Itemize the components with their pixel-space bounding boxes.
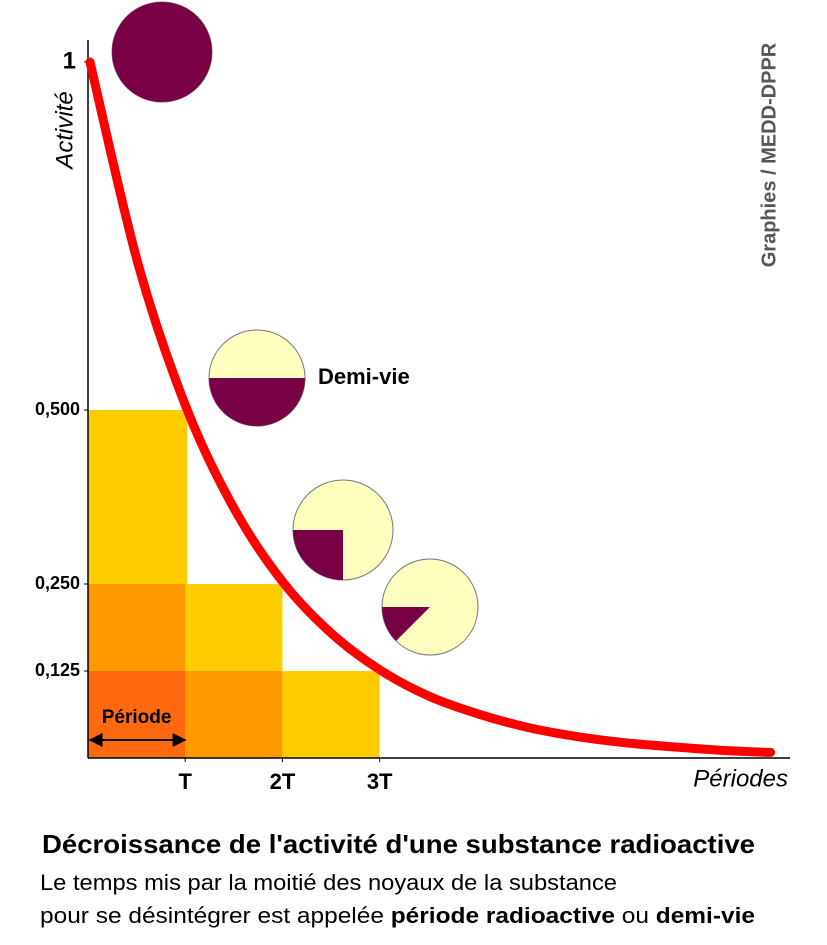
- circle-fill: [382, 607, 430, 641]
- caption-line: pour se désintégrer est appelée période …: [40, 903, 755, 928]
- y-axis-label: Activité: [51, 91, 78, 170]
- x-tick-label: 3T: [367, 769, 393, 794]
- blocks: [88, 410, 380, 758]
- caption-segment: Le temps mis par la moitié des noyaux de…: [40, 870, 617, 895]
- decay-curve: [85, 57, 776, 757]
- caption-line: Le temps mis par la moitié des noyaux de…: [40, 870, 617, 895]
- circle-fill: [209, 378, 305, 426]
- circle-fill: [112, 2, 212, 102]
- circle-fill: [293, 530, 343, 580]
- y-tick-label: 0,500: [35, 399, 80, 419]
- y-tick-label: 0,250: [35, 573, 80, 593]
- caption-segment: période radioactive: [391, 903, 615, 928]
- block: [88, 410, 188, 584]
- caption: Le temps mis par la moitié des noyaux de…: [40, 870, 755, 928]
- caption-segment: pour se désintégrer est appelée: [40, 903, 391, 928]
- x-axis-label: Périodes: [693, 765, 788, 792]
- annotation: Demi-vie: [318, 364, 410, 389]
- block: [282, 671, 380, 758]
- block: [185, 584, 283, 671]
- x-tick-label: 2T: [270, 769, 296, 794]
- x-tick-label: T: [178, 769, 192, 794]
- caption-segment: demi-vie: [656, 903, 755, 928]
- period-label: Période: [102, 707, 172, 728]
- caption-segment: ou: [615, 903, 656, 928]
- y-tick-label: 0,125: [35, 660, 80, 680]
- caption-title: Décroissance de l'activité d'une substan…: [42, 829, 755, 859]
- y-tick-label: 1: [63, 47, 76, 74]
- block: [88, 584, 188, 671]
- block: [185, 671, 283, 758]
- credit: Graphies / MEDD-DPPR: [758, 42, 780, 267]
